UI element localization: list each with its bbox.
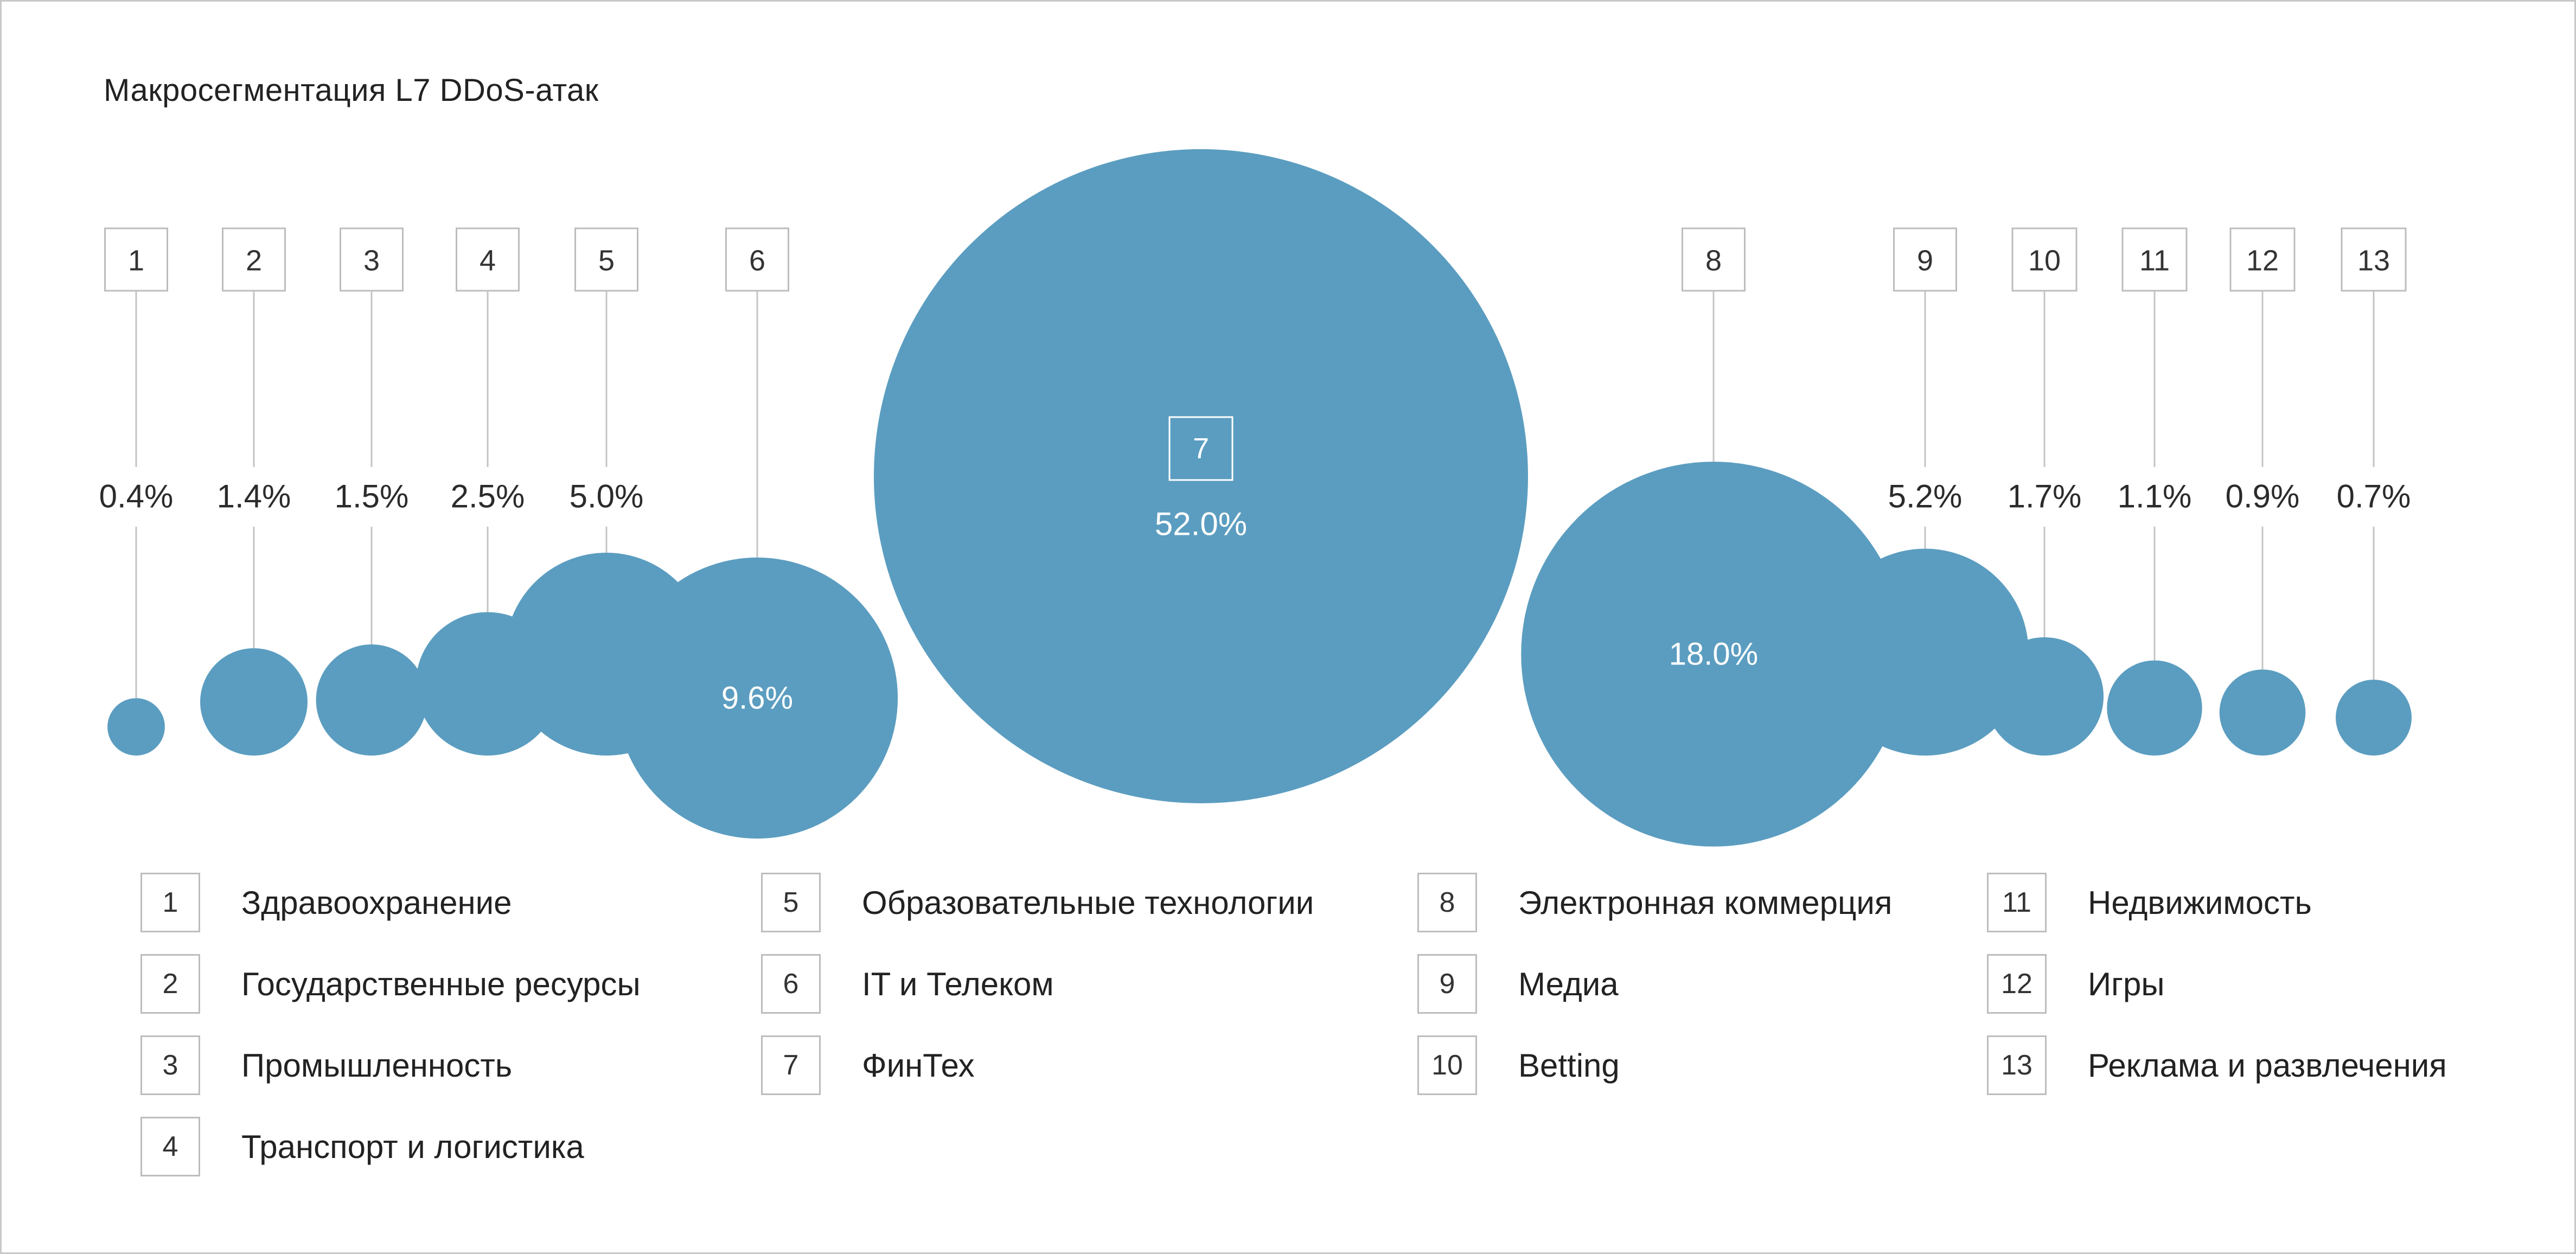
legend-number-12: 12 (1987, 954, 2047, 1014)
category-number-1: 1 (128, 245, 144, 277)
category-box-5 (574, 227, 638, 292)
legend-number-6: 6 (761, 954, 821, 1014)
legend-item-9: 9 Медиа (1417, 952, 1619, 1015)
category-box-10 (2011, 227, 2078, 292)
category-box-11 (2121, 227, 2188, 292)
bubble-8 (1521, 462, 1906, 847)
bubble-10 (1985, 637, 2104, 756)
value-label-13: 0.7% (2337, 478, 2411, 515)
legend-item-6: 6 IT и Телеком (761, 952, 1054, 1015)
category-box-8 (1682, 227, 1746, 292)
bubble-11 (2107, 660, 2202, 756)
category-number-7: 7 (1193, 432, 1209, 465)
legend-label-12: Игры (2088, 965, 2165, 1002)
value-label-3: 1.5% (335, 478, 409, 515)
category-number-8: 8 (1705, 245, 1722, 277)
legend-item-12: 12 Игры (1987, 952, 2165, 1015)
category-number-6: 6 (749, 245, 765, 277)
legend-number-10: 10 (1417, 1035, 1477, 1095)
value-label-11: 1.1% (2118, 478, 2192, 515)
category-box-12 (2229, 227, 2296, 292)
category-number-5: 5 (598, 245, 615, 277)
legend-label-13: Реклама и развлечения (2088, 1047, 2447, 1084)
legend-item-7: 7 ФинТех (761, 1034, 975, 1097)
legend-item-4: 4 Транспорт и логистика (140, 1115, 584, 1178)
value-label-5: 5.0% (570, 478, 644, 515)
legend-number-4: 4 (140, 1117, 200, 1176)
legend-number-9: 9 (1417, 954, 1477, 1014)
category-box-1 (104, 227, 168, 292)
legend-label-9: Медиа (1518, 965, 1619, 1002)
category-box-6 (725, 227, 789, 292)
legend-item-5: 5 Образовательные технологии (761, 871, 1314, 934)
category-number-11: 11 (2139, 245, 2170, 277)
bubble-1 (107, 698, 165, 756)
legend-label-3: Промышленность (241, 1047, 513, 1084)
value-label-8: 18.0% (1669, 637, 1758, 672)
category-box-4 (456, 227, 520, 292)
category-number-10: 10 (2028, 245, 2061, 277)
legend-number-13: 13 (1987, 1035, 2047, 1095)
legend-number-11: 11 (1987, 873, 2047, 932)
category-box-3 (340, 227, 404, 292)
bubble-3 (316, 644, 427, 756)
legend-item-13: 13 Реклама и развлечения (1987, 1034, 2447, 1097)
legend-number-2: 2 (140, 954, 200, 1014)
legend-label-2: Государственные ресурсы (241, 965, 641, 1002)
value-label-12: 0.9% (2226, 478, 2300, 515)
value-label-6: 9.6% (721, 681, 793, 716)
legend-number-8: 8 (1417, 873, 1477, 932)
legend-label-7: ФинТех (862, 1047, 975, 1084)
legend-label-6: IT и Телеком (862, 965, 1054, 1002)
bubble-6 (616, 557, 898, 839)
category-number-13: 13 (2357, 245, 2390, 277)
value-label-4: 2.5% (451, 478, 525, 515)
category-number-3: 3 (363, 245, 380, 277)
legend-label-11: Недвижимость (2088, 884, 2312, 921)
legend-number-5: 5 (761, 873, 821, 932)
category-number-4: 4 (480, 245, 496, 277)
bubble-7 (874, 149, 1528, 803)
legend-number-3: 3 (140, 1035, 200, 1095)
legend-item-8: 8 Электронная коммерция (1417, 871, 1892, 934)
bubble-2 (200, 648, 308, 756)
legend-number-1: 1 (140, 873, 200, 932)
chart-title: Макросегментация L7 DDoS-атак (104, 73, 599, 108)
category-box-7 (1168, 416, 1233, 481)
legend-item-3: 3 Промышленность (140, 1034, 512, 1097)
category-box-9 (1893, 227, 1957, 292)
value-label-10: 1.7% (2008, 478, 2082, 515)
value-label-7: 52.0% (1155, 506, 1247, 542)
legend-label-5: Образовательные технологии (862, 884, 1314, 921)
legend-item-10: 10 Betting (1417, 1034, 1620, 1097)
category-number-9: 9 (1917, 245, 1933, 277)
category-box-2 (222, 227, 286, 292)
bubble-13 (2336, 680, 2412, 756)
legend-label-1: Здравоохранение (241, 884, 512, 921)
legend-label-8: Электронная коммерция (1518, 884, 1893, 921)
bubble-12 (2219, 669, 2306, 756)
legend-label-4: Транспорт и логистика (241, 1128, 584, 1165)
category-number-12: 12 (2246, 245, 2279, 277)
legend-item-1: 1 Здравоохранение (140, 871, 512, 934)
value-label-1: 0.4% (99, 478, 174, 515)
legend-number-7: 7 (761, 1035, 821, 1095)
value-label-2: 1.4% (217, 478, 291, 515)
legend-label-10: Betting (1518, 1047, 1620, 1084)
value-label-9: 5.2% (1888, 478, 1963, 515)
bubble-9 (1821, 548, 2029, 756)
legend-item-2: 2 Государственные ресурсы (140, 952, 641, 1015)
category-number-2: 2 (246, 245, 262, 277)
legend-item-11: 11 Недвижимость (1987, 871, 2312, 934)
